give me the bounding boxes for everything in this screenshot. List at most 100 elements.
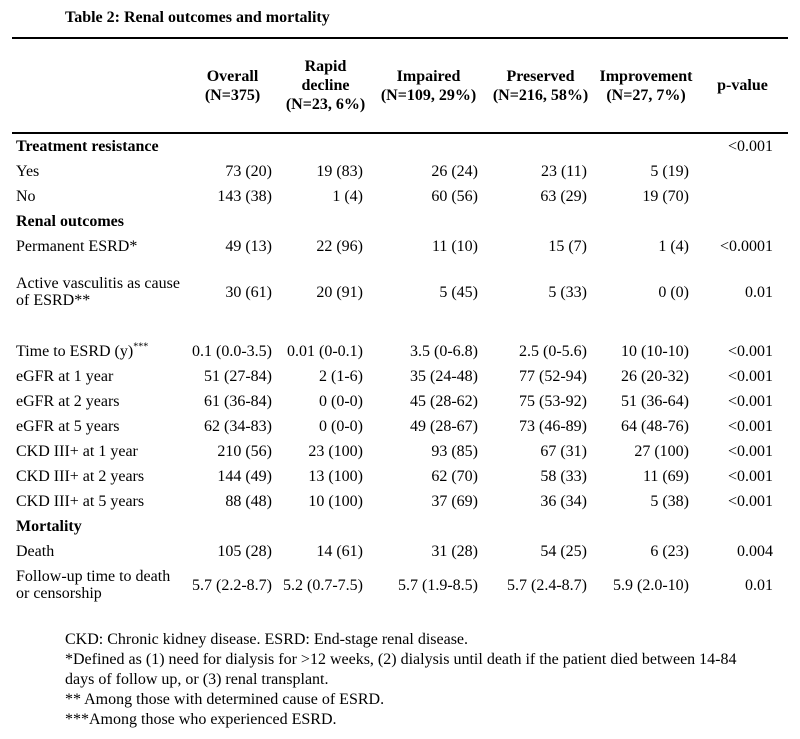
cell-value (371, 514, 486, 539)
column-header: p-value (697, 38, 788, 133)
renal-outcomes-table: Overall (N=375) Rapid decline (N=23, 6%) Impa… (12, 37, 788, 606)
cell-value: 20 (91) (316, 283, 363, 301)
table-row: Time to ESRD (y)*** 0.1 (0.0-3.5) 0.01 (0-… (12, 329, 788, 364)
cell-value: 67 (31) (540, 443, 587, 460)
table-title: Table 2: Renal outcomes and mortality (65, 9, 330, 26)
row-label: Follow-up time to death or censorship (12, 564, 185, 606)
row-label: CKD III+ at 1 year (16, 443, 138, 460)
cell-p-value: 0.004 (737, 543, 773, 560)
cell-value: 19 (83) (316, 163, 363, 180)
cell-value: 14 (61) (316, 543, 363, 560)
row-label-line: Follow-up time to death (16, 568, 171, 585)
table-row: Renal outcomes (12, 209, 788, 234)
row-label: CKD III+ at 2 years (16, 468, 145, 485)
footnote-marker: *** (133, 341, 149, 353)
cell-value: 10 (100) (308, 493, 363, 510)
cell-value: 5 (19) (650, 163, 689, 180)
cell-value: 143 (38) (217, 188, 272, 205)
cell-value: 5.7 (2.2-8.7) (192, 576, 272, 594)
table-row: Mortality (12, 514, 788, 539)
column-header: Impaired (N=109, 29%) (371, 38, 486, 133)
cell-p-value (697, 184, 788, 209)
cell-value (486, 209, 595, 234)
footnote-line: ** Among those with determined cause of … (65, 691, 385, 708)
cell-value: 10 (10-10) (621, 343, 689, 360)
row-section-label: Treatment resistance (16, 138, 159, 155)
cell-value (185, 514, 280, 539)
cell-value: 11 (69) (642, 468, 689, 485)
cell-value: 37 (69) (431, 493, 478, 510)
table-row: Permanent ESRD* 49 (13) 22 (96) 11 (10) 15 (… (12, 234, 788, 259)
cell-value: 27 (100) (634, 443, 689, 460)
cell-value (595, 133, 697, 159)
cell-value: 60 (56) (431, 188, 478, 205)
cell-value: 5 (38) (650, 493, 689, 510)
table-row: No 143 (38) 1 (4) 60 (56) 63 (29) 19 (70) (12, 184, 788, 209)
footnote-line: CKD: Chronic kidney disease. ESRD: End-s… (65, 631, 469, 648)
cell-value: 88 (48) (225, 493, 272, 510)
cell-p-value: <0.001 (727, 443, 773, 460)
footnote-line: *Defined as (1) need for dialysis for >1… (65, 651, 737, 668)
cell-value: 23 (11) (540, 163, 587, 180)
row-label: No (16, 188, 36, 205)
table-row: CKD III+ at 1 year 210 (56) 23 (100) 93 (85… (12, 439, 788, 464)
cell-value: 63 (29) (540, 188, 587, 205)
column-header-line: Preserved (506, 67, 575, 85)
cell-value (280, 514, 371, 539)
cell-value (486, 514, 595, 539)
row-section-label: Renal outcomes (16, 213, 124, 230)
cell-value (185, 209, 280, 234)
cell-p-value: <0.001 (727, 393, 773, 410)
cell-p-value: <0.001 (727, 468, 773, 485)
cell-value: 31 (28) (431, 543, 478, 560)
row-label: Permanent ESRD* (16, 238, 138, 255)
cell-value (595, 514, 697, 539)
cell-p-value: <0.0001 (719, 238, 773, 255)
column-header-line: (N=109, 29%) (380, 86, 477, 104)
cell-value: 5.2 (0.7-7.5) (283, 576, 363, 594)
cell-value: 1 (4) (658, 238, 689, 255)
column-header-line: (N=27, 7%) (606, 86, 686, 104)
column-header-line: Impaired (396, 67, 461, 85)
cell-p-value: <0.001 (727, 138, 773, 155)
footnote-line: days of follow up, or (3) renal transpla… (65, 671, 329, 688)
cell-value: 15 (7) (548, 238, 587, 255)
cell-value (371, 209, 486, 234)
cell-value: 0 (0-0) (319, 418, 363, 435)
table-row: Yes 73 (20) 19 (83) 26 (24) 23 (11) 5 (19) (12, 159, 788, 184)
cell-p-value (697, 209, 788, 234)
cell-value: 0 (0) (658, 283, 689, 301)
cell-value: 23 (100) (308, 443, 363, 460)
table-header-row: Overall (N=375) Rapid decline (N=23, 6%) Impa… (12, 38, 788, 133)
cell-p-value (697, 159, 788, 184)
cell-p-value: <0.001 (727, 493, 773, 510)
row-label: Death (16, 543, 55, 560)
cell-value: 3.5 (0-6.8) (410, 343, 478, 360)
cell-value: 77 (52-94) (519, 368, 587, 385)
cell-value: 2.5 (0-5.6) (519, 343, 587, 360)
cell-value: 105 (28) (217, 543, 272, 560)
cell-value: 6 (23) (650, 543, 689, 560)
row-label-line: of ESRD** (16, 292, 91, 309)
cell-value: 0 (0-0) (319, 393, 363, 410)
cell-value: 5.9 (2.0-10) (613, 576, 689, 594)
table-row: Treatment resistance <0.001 (12, 133, 788, 159)
cell-value: 0.1 (0.0-3.5) (192, 343, 272, 360)
table-row: Death 105 (28) 14 (61) 31 (28) 54 (25) 6 (23)… (12, 539, 788, 564)
table-row: eGFR at 1 year 51 (27-84) 2 (1-6) 35 (24-48… (12, 364, 788, 389)
cell-value: 49 (13) (225, 238, 272, 255)
column-header-line: decline (301, 77, 350, 94)
cell-value (280, 209, 371, 234)
cell-value: 210 (56) (217, 443, 272, 460)
table-header: Overall (N=375) Rapid decline (N=23, 6%) Impa… (12, 38, 788, 133)
cell-value: 54 (25) (540, 543, 587, 560)
row-section-label: Mortality (16, 518, 82, 535)
column-header: Rapid decline (N=23, 6%) (280, 38, 371, 133)
cell-value: 13 (100) (308, 468, 363, 485)
cell-value: 19 (70) (642, 188, 689, 205)
row-label-line: or censorship (16, 585, 102, 602)
row-label: eGFR at 2 years (16, 393, 120, 410)
cell-p-value (697, 514, 788, 539)
cell-value: 30 (61) (225, 283, 272, 301)
